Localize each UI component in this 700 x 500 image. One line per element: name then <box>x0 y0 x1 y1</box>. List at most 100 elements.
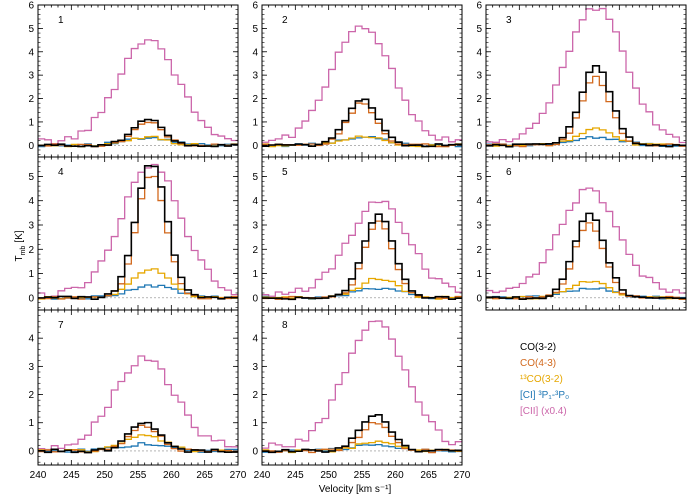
legend-13co32: ¹³CO(3-2) <box>520 374 563 385</box>
y-tick-label: 5 <box>28 24 34 35</box>
y-tick-label: 4 <box>28 334 34 345</box>
y-tick-label: 1 <box>28 269 34 280</box>
series-cii-panel-4 <box>38 163 238 298</box>
y-tick-label: 4 <box>252 196 258 207</box>
y-tick-label: 1 <box>28 117 34 128</box>
y-tick-label: 0 <box>252 141 258 152</box>
legend: CO(3-2) CO(4-3) ¹³CO(3-2) [CI] ³P₁-³P₀ [… <box>520 342 569 417</box>
y-tick-label: 1 <box>28 418 34 429</box>
x-tick-label: 250 <box>320 470 337 481</box>
panel-frame <box>37 309 239 466</box>
series-co32-panel-7 <box>38 421 238 454</box>
series-co43-panel-2 <box>262 102 462 148</box>
panel-number: 7 <box>58 320 64 331</box>
y-tick-label: 3 <box>476 221 482 232</box>
y-axis-label: Tmb [K] <box>14 230 27 261</box>
panels-layer: 0 1 2 3 4 5 6 1 0 1 2 3 4 5 6 2 0 1 2 3 4 5 6 3 0 1 2 3 4 5 4 0 1 2 3 4 5 5 0 1… <box>28 1 687 481</box>
x-tick-label: 245 <box>287 470 304 481</box>
x-axis-label: Velocity [km s⁻¹] <box>319 484 392 495</box>
y-tick-label: 3 <box>28 221 34 232</box>
y-tick-label: 0 <box>28 446 34 457</box>
y-axis-label-main: T <box>14 255 25 261</box>
series-cii-panel-3 <box>486 7 686 144</box>
legend-co32: CO(3-2) <box>520 342 556 353</box>
y-tick-label: 0 <box>476 141 482 152</box>
y-tick-label: 0 <box>28 141 34 152</box>
panel-number: 2 <box>282 15 288 26</box>
y-tick-label: 4 <box>28 196 34 207</box>
series-cii-panel-8 <box>262 320 462 449</box>
y-tick-label: 1 <box>476 269 482 280</box>
panel-number: 8 <box>282 320 288 331</box>
y-tick-label: 2 <box>252 245 258 256</box>
x-tick-label: 250 <box>96 470 113 481</box>
panel-number: 1 <box>58 15 64 26</box>
y-tick-label: 5 <box>252 24 258 35</box>
panel-number: 5 <box>282 167 288 178</box>
y-tick-label: 2 <box>28 94 34 105</box>
x-tick-label: 265 <box>420 470 437 481</box>
y-tick-label: 2 <box>476 245 482 256</box>
series-co32-panel-3 <box>486 65 686 148</box>
legend-co43: CO(4-3) <box>520 358 556 369</box>
y-tick-label: 0 <box>28 293 34 304</box>
series-cii-panel-5 <box>262 200 462 297</box>
y-axis-label-unit: [K] <box>14 230 25 242</box>
series-co32-panel-1 <box>38 118 238 148</box>
series-co32-panel-5 <box>262 213 462 301</box>
series-cii-panel-1 <box>38 39 238 145</box>
series-co43-panel-7 <box>38 424 238 454</box>
panel-number: 6 <box>506 167 512 178</box>
x-tick-label: 260 <box>163 470 180 481</box>
panel-frame <box>37 4 239 158</box>
y-tick-label: 0 <box>252 446 258 457</box>
y-tick-label: 2 <box>28 245 34 256</box>
y-tick-label: 4 <box>252 47 258 58</box>
series-co32-panel-2 <box>262 98 462 148</box>
y-tick-label: 3 <box>252 71 258 82</box>
y-tick-label: 5 <box>476 172 482 183</box>
y-tick-label: 1 <box>252 418 258 429</box>
y-tick-label: 3 <box>28 71 34 82</box>
y-tick-label: 5 <box>252 172 258 183</box>
panel-2: 0 1 2 3 4 5 6 2 <box>252 1 463 158</box>
y-tick-label: 5 <box>28 172 34 183</box>
x-tick-label: 240 <box>30 470 47 481</box>
y-axis-label-sub: mb <box>20 246 27 256</box>
panel-number: 4 <box>58 167 64 178</box>
panel-7: 0 1 2 3 4 7 240 245 250 255 260 265 270 <box>28 309 247 481</box>
y-tick-label: 4 <box>28 47 34 58</box>
y-tick-label: 5 <box>476 24 482 35</box>
y-tick-label: 6 <box>252 1 258 12</box>
y-tick-label: 4 <box>476 196 482 207</box>
x-tick-label: 255 <box>354 470 371 481</box>
legend-ci: [CI] ³P₁-³P₀ <box>520 390 569 401</box>
y-tick-label: 3 <box>252 362 258 373</box>
y-tick-label: 2 <box>476 94 482 105</box>
y-tick-label: 1 <box>252 269 258 280</box>
x-tick-label: 270 <box>230 470 247 481</box>
series-co32-panel-8 <box>262 414 462 454</box>
y-tick-label: 0 <box>252 293 258 304</box>
panel-3: 0 1 2 3 4 5 6 3 <box>476 1 687 158</box>
x-tick-label: 260 <box>387 470 404 481</box>
x-tick-label: 245 <box>63 470 80 481</box>
panel-1: 0 1 2 3 4 5 6 1 <box>28 1 239 158</box>
series-13co32-panel-4 <box>38 268 238 300</box>
y-tick-label: 4 <box>252 334 258 345</box>
y-tick-label: 0 <box>476 293 482 304</box>
y-tick-label: 6 <box>28 1 34 12</box>
panel-4: 0 1 2 3 4 5 4 <box>28 156 239 311</box>
series-cii-panel-2 <box>262 25 462 143</box>
y-tick-label: 1 <box>252 117 258 128</box>
y-tick-label: 3 <box>28 362 34 373</box>
x-tick-label: 270 <box>454 470 471 481</box>
y-tick-label: 3 <box>252 221 258 232</box>
y-tick-label: 3 <box>476 71 482 82</box>
y-tick-label: 2 <box>28 390 34 401</box>
panel-6: 0 1 2 3 4 5 6 <box>476 156 687 311</box>
y-tick-label: 6 <box>476 1 482 12</box>
panel-8: 0 1 2 3 4 8 240 245 250 255 260 265 270 <box>252 309 471 481</box>
series-co32-panel-4 <box>38 164 238 300</box>
